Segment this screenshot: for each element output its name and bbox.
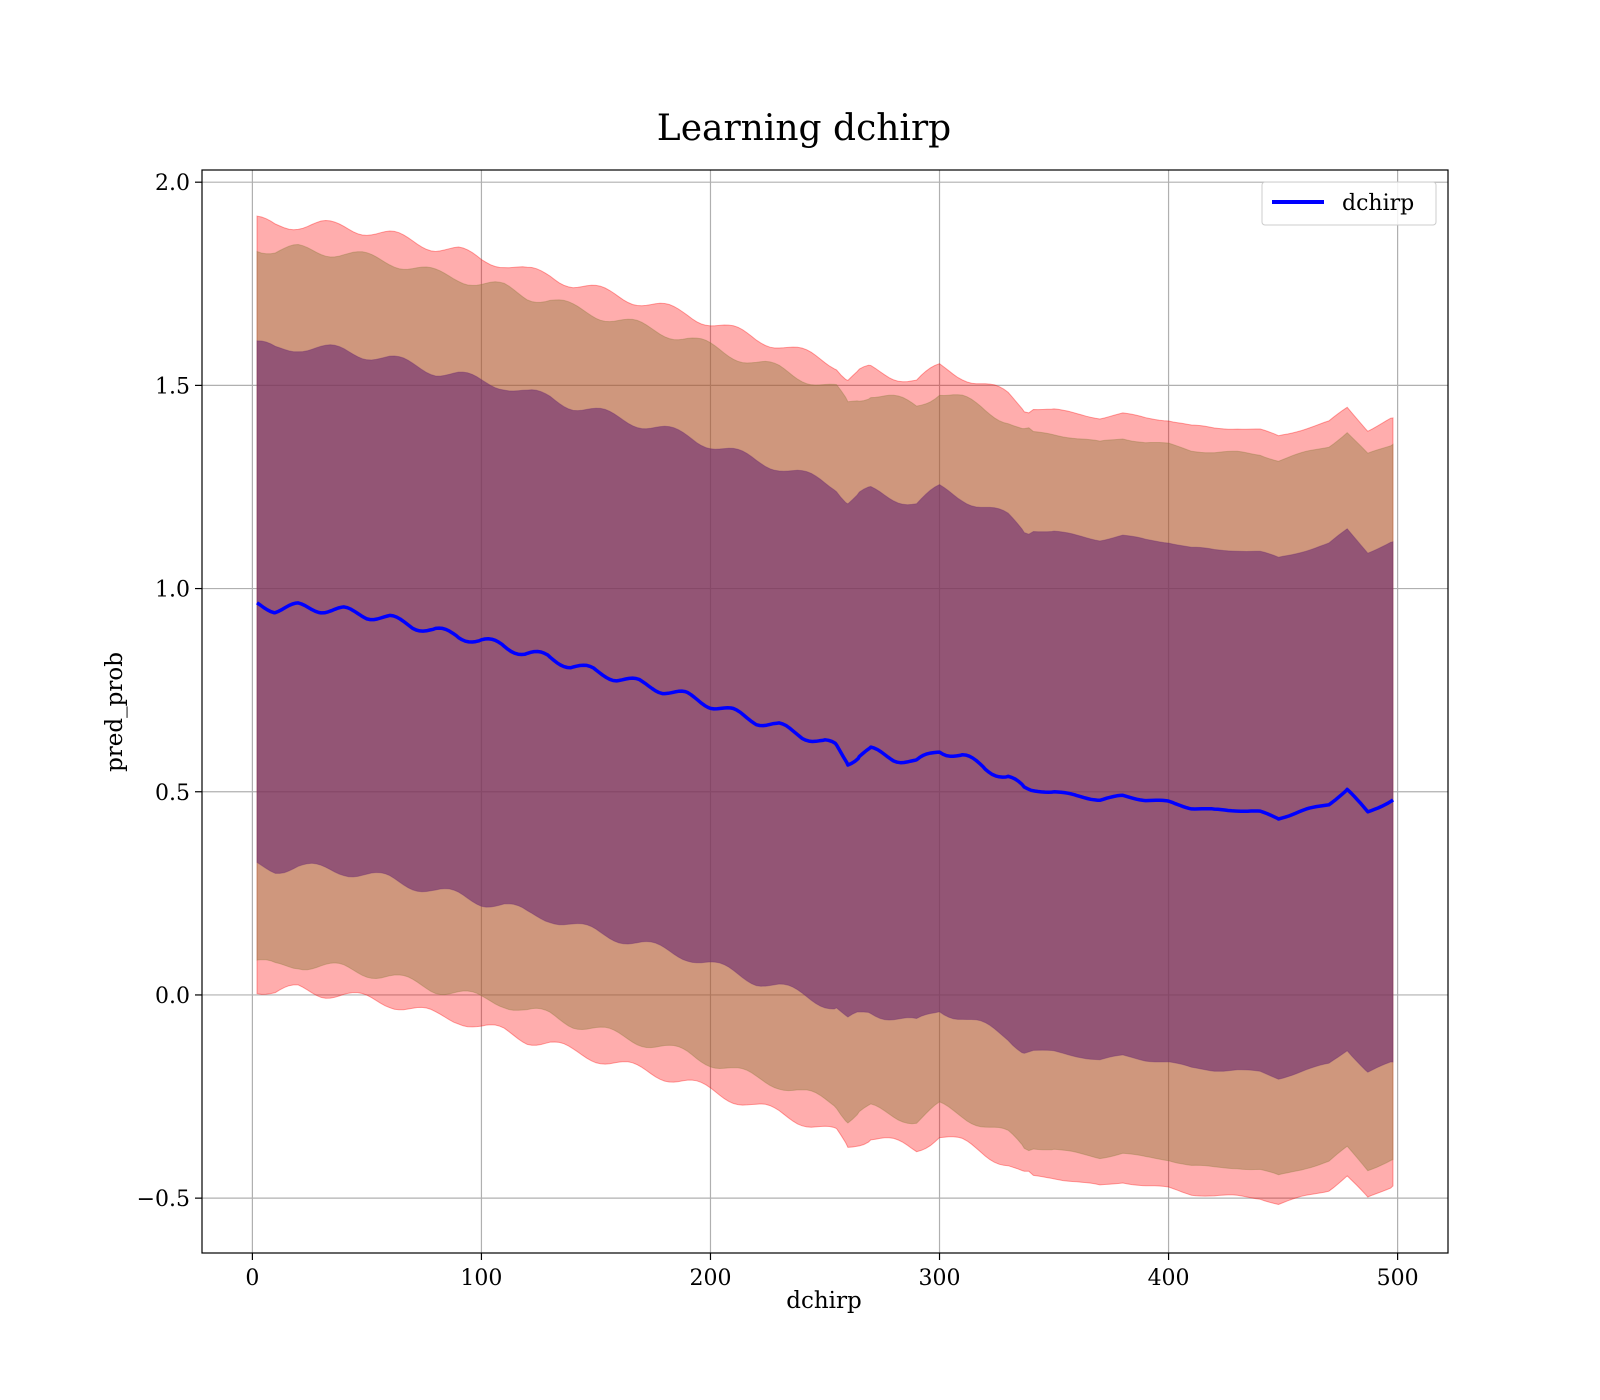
y-tick-label: 2.0 (155, 171, 190, 196)
tick-layer: 0 100 200 300 400 500 −0.5 0.0 0.5 1.0 1.5 2.0 (137, 171, 1419, 1291)
y-axis-label: pred_prob (102, 652, 128, 772)
y-tick-label: −0.5 (137, 1187, 190, 1212)
y-tick-label: 1.0 (155, 578, 190, 603)
legend: dchirp (1261, 181, 1437, 226)
x-tick-label: 200 (689, 1266, 731, 1291)
x-axis-label: dchirp (786, 1288, 862, 1314)
x-tick-label: 500 (1377, 1266, 1419, 1291)
x-tick-label: 100 (460, 1266, 502, 1291)
y-tick-label: 1.5 (155, 374, 190, 399)
x-tick-label: 300 (919, 1266, 961, 1291)
plot-frame (201, 169, 1449, 1254)
y-tick-label: 0.5 (155, 781, 190, 806)
line-layer (256, 601, 1395, 821)
x-tick-label: 400 (1148, 1266, 1190, 1291)
legend-box (1261, 181, 1437, 226)
band-area-band_inner (256, 340, 1394, 1080)
legend-label-dchirp: dchirp (1342, 191, 1414, 216)
series-line-dchirp (256, 601, 1395, 821)
y-tick-label: 0.0 (155, 984, 190, 1009)
x-tick-label: 0 (245, 1266, 259, 1291)
chart-title: Learning dchirp (657, 108, 951, 149)
band-layer (256, 215, 1394, 1206)
